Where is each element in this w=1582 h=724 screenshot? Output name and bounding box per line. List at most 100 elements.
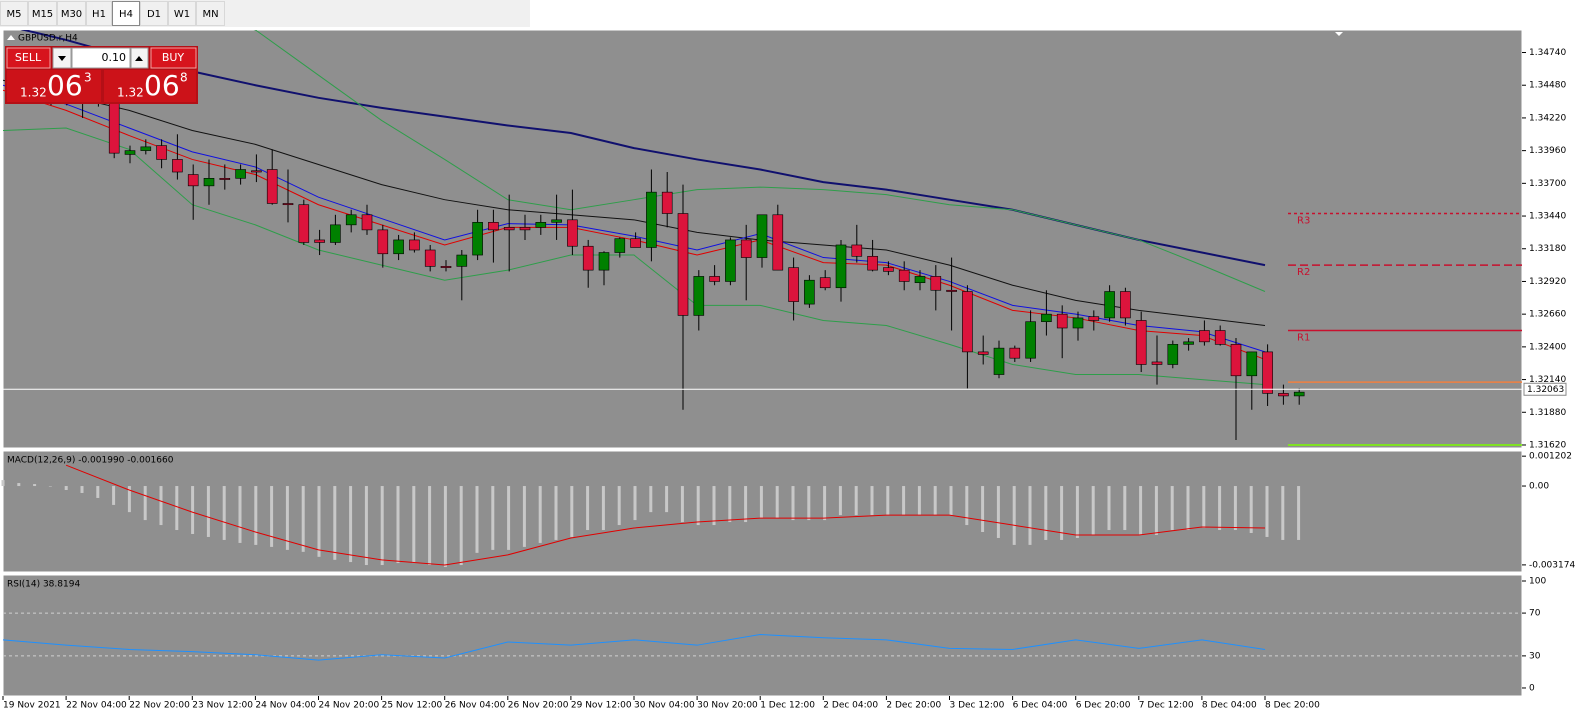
x-tick-label: 6 Dec 04:00 (1013, 701, 1068, 711)
macd-bar (428, 486, 432, 566)
macd-bar (728, 486, 732, 523)
macd-bar (96, 486, 100, 498)
candle-body (1104, 291, 1115, 319)
timeframe-label[interactable]: H4 (119, 9, 133, 20)
y-tick-label: 1.33960 (1529, 146, 1566, 156)
x-tick-label: 3 Dec 12:00 (950, 701, 1005, 711)
macd-bar (965, 486, 969, 526)
macd-bar (333, 486, 337, 560)
current-price-label: 1.32063 (1527, 385, 1564, 395)
timeframe-button[interactable] (168, 1, 196, 26)
timeframe-button[interactable] (196, 1, 225, 26)
sell-button[interactable] (6, 47, 51, 69)
macd-bar (1107, 486, 1111, 531)
timeframe-label[interactable]: H1 (92, 9, 106, 20)
sell-label[interactable]: SELL (15, 51, 42, 64)
x-tick-label: 2 Dec 04:00 (823, 701, 878, 711)
x-tick-label: 24 Nov 20:00 (319, 701, 380, 711)
macd-bar (1186, 486, 1190, 531)
x-tick-label: 6 Dec 20:00 (1076, 701, 1131, 711)
candle-body (1199, 330, 1210, 343)
axes: 1.34740 1.34480 1.34220 1.33960 1.33700 1.334… (1, 48, 1575, 711)
bid-big: 1.32 (20, 86, 47, 100)
lot-value: 0.10 (102, 51, 127, 64)
timeframe-label[interactable]: D1 (147, 9, 161, 20)
macd-bar (1265, 486, 1269, 537)
buy-button[interactable] (150, 47, 197, 69)
candle-body (993, 347, 1005, 375)
candle-body (725, 239, 736, 282)
pivot-label: R2 (1297, 267, 1310, 278)
macd-bar (507, 486, 511, 550)
indicator-line (3, 127, 1266, 386)
chart-title: GBPUSD.r,H4 (18, 34, 78, 44)
macd-bar (1123, 486, 1127, 531)
timeframe-button[interactable] (28, 1, 57, 26)
rsi-pane (2, 574, 1523, 697)
y-tick-label: 1.33440 (1529, 212, 1566, 222)
timeframe-label[interactable]: M30 (61, 9, 82, 20)
timeframe-label[interactable]: MN (202, 9, 218, 20)
macd-bar (744, 486, 748, 523)
macd-bar (380, 486, 384, 566)
candle-body (661, 191, 673, 214)
macd-bar (1075, 486, 1079, 538)
ask-box[interactable] (104, 70, 196, 102)
macd-bar (396, 486, 400, 564)
macd-bar (996, 486, 1000, 538)
timeframe-button[interactable] (57, 1, 86, 26)
macd-bar (317, 486, 321, 557)
macd-bar (459, 486, 463, 566)
candle-body (1246, 351, 1258, 377)
y-tick-label: 1.32400 (1529, 342, 1566, 352)
pivot-label: R1 (1297, 333, 1310, 344)
candle-body (519, 227, 531, 231)
timeframe-label[interactable]: M5 (7, 9, 22, 20)
candle-body (266, 169, 278, 204)
candle-body (1262, 351, 1273, 394)
y-tick-label: -0.003174 (1529, 560, 1575, 570)
timeframe-label[interactable]: W1 (174, 9, 190, 20)
macd-bar (586, 486, 590, 531)
candle-body (598, 252, 610, 271)
candle-body (140, 146, 152, 151)
rsi-line (2, 633, 1266, 661)
timeframe-button[interactable] (112, 1, 140, 26)
macd-bar (491, 486, 495, 550)
macd-bar (254, 486, 258, 545)
macd-bar (570, 486, 574, 537)
y-tick-label: 0.00 (1529, 482, 1549, 492)
macd-bar (1249, 486, 1253, 533)
candle-body (298, 204, 310, 243)
candle-body (535, 222, 547, 228)
macd-bar (48, 486, 52, 487)
timeframe-label[interactable]: M15 (32, 9, 53, 20)
candle-body (1025, 321, 1036, 359)
macd-bar (554, 486, 558, 540)
candle-body (251, 170, 262, 173)
candle-body (1009, 347, 1021, 359)
y-tick-label: 1.34480 (1529, 81, 1566, 91)
bid-box[interactable] (7, 70, 101, 102)
y-tick-label: 1.31880 (1529, 408, 1566, 418)
x-tick-label: 26 Nov 20:00 (508, 701, 569, 711)
candle-body (788, 267, 799, 302)
y-tick-label: 30 (1529, 651, 1541, 661)
lot-field[interactable] (71, 47, 131, 69)
timeframe-button[interactable] (86, 1, 112, 26)
collapse-icon (7, 35, 15, 40)
macd-bar (364, 486, 368, 566)
rsi-title: RSI(14) 38.8194 (7, 580, 80, 590)
buy-label[interactable]: BUY (162, 51, 185, 64)
candle-body (1151, 361, 1163, 365)
macd-bar (475, 486, 479, 553)
candle-body (756, 214, 768, 258)
macd-bar (696, 486, 700, 526)
macd-bar (838, 486, 842, 516)
candle-body (1120, 291, 1131, 319)
timeframe-button[interactable] (0, 1, 28, 26)
macd-bar (1218, 486, 1222, 531)
timeframe-button[interactable] (140, 1, 168, 26)
macd-bar (206, 486, 210, 537)
